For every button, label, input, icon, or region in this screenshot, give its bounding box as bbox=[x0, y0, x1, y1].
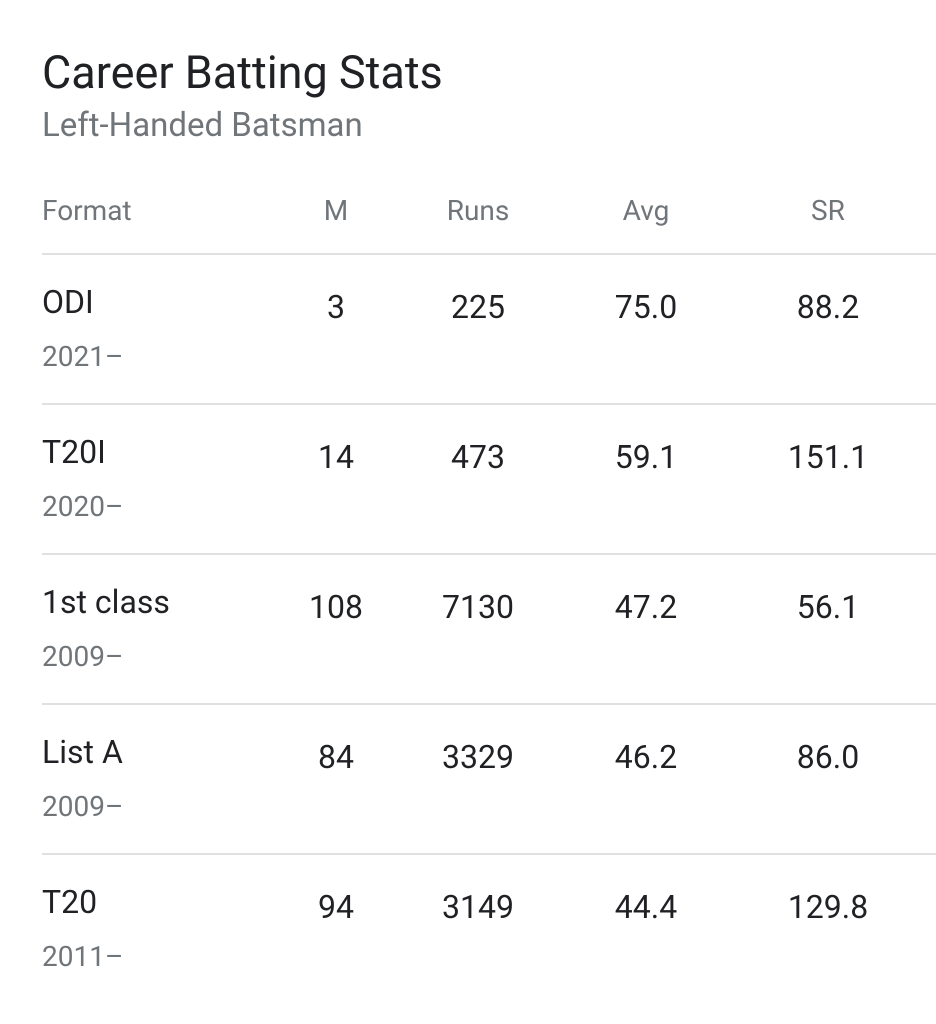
stat-value: 3 bbox=[327, 288, 345, 326]
stat-value: 59.1 bbox=[614, 438, 678, 476]
stat-value: 94 bbox=[318, 888, 354, 926]
format-name: List A bbox=[42, 733, 123, 771]
stat-value: 7130 bbox=[442, 588, 514, 626]
stat-value: 88.2 bbox=[796, 288, 860, 326]
stat-value: 47.2 bbox=[614, 588, 678, 626]
column-header: M bbox=[323, 194, 349, 227]
stat-value: 44.4 bbox=[614, 888, 678, 926]
stat-value: 3329 bbox=[442, 738, 514, 776]
stat-value: 46.2 bbox=[614, 738, 678, 776]
format-years: 2011– bbox=[42, 940, 124, 973]
divider bbox=[42, 853, 936, 855]
stat-value: 473 bbox=[451, 438, 505, 476]
format-name: T20I bbox=[42, 433, 106, 471]
stat-value: 151.1 bbox=[787, 438, 869, 476]
divider bbox=[42, 703, 936, 705]
format-years: 2021– bbox=[42, 340, 124, 373]
stat-value: 86.0 bbox=[796, 738, 860, 776]
divider bbox=[42, 553, 936, 555]
stat-value: 129.8 bbox=[787, 888, 869, 926]
stat-value: 225 bbox=[451, 288, 505, 326]
format-name: ODI bbox=[42, 283, 94, 321]
stat-value: 14 bbox=[318, 438, 354, 476]
subtitle: Left-Handed Batsman bbox=[42, 106, 363, 145]
format-name: T20 bbox=[42, 883, 98, 921]
stat-value: 3149 bbox=[442, 888, 514, 926]
format-years: 2009– bbox=[42, 790, 124, 823]
stat-value: 75.0 bbox=[614, 288, 678, 326]
title: Career Batting Stats bbox=[42, 46, 443, 99]
format-years: 2020– bbox=[42, 490, 124, 523]
divider bbox=[42, 253, 936, 255]
format-years: 2009– bbox=[42, 640, 124, 673]
stat-value: 56.1 bbox=[796, 588, 860, 626]
format-name: 1st class bbox=[42, 583, 170, 621]
divider bbox=[42, 403, 936, 405]
column-header: Runs bbox=[446, 194, 510, 227]
column-header: Avg bbox=[622, 194, 670, 227]
column-header: Format bbox=[42, 194, 132, 227]
stat-value: 108 bbox=[309, 588, 363, 626]
stat-value: 84 bbox=[318, 738, 354, 776]
column-header: SR bbox=[811, 194, 845, 227]
